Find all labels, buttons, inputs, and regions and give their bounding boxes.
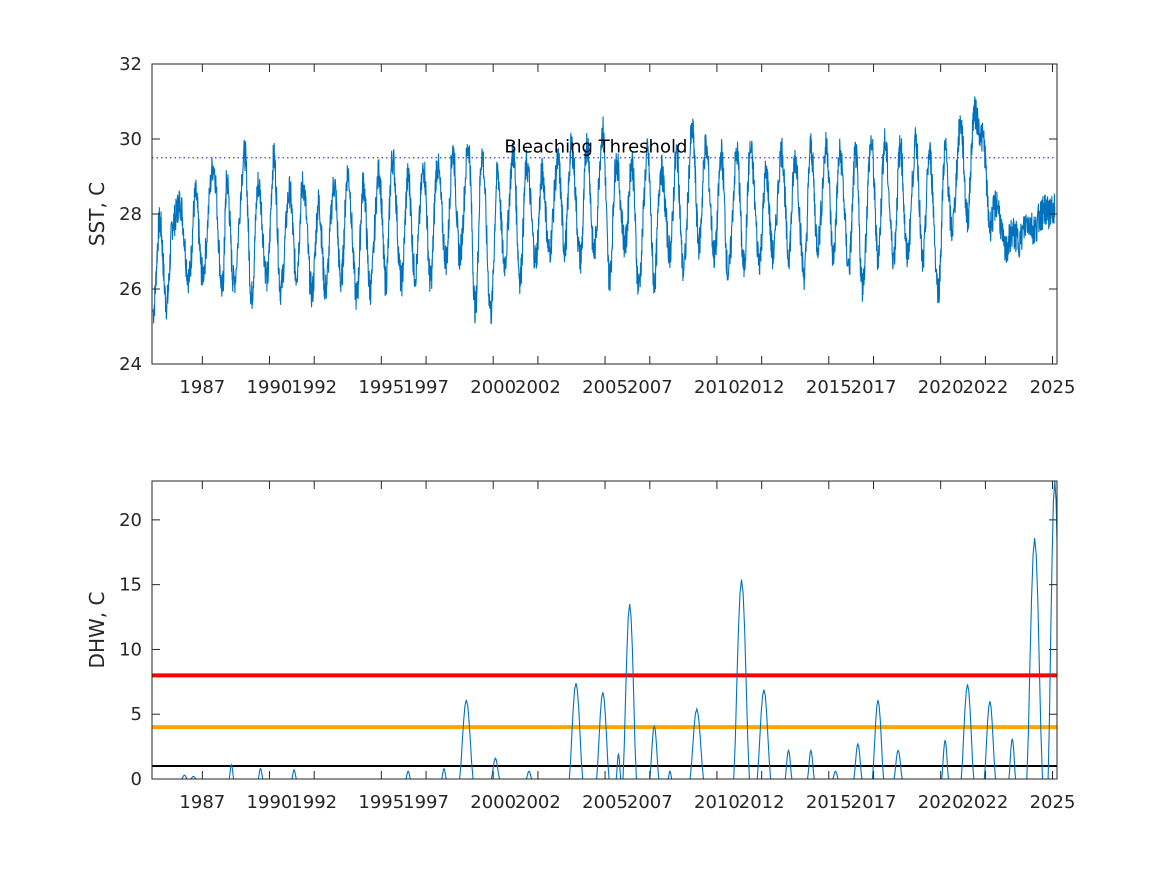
sst-y-tick-label: 32 [119, 54, 142, 75]
sst-plot-background [152, 64, 1057, 364]
dhw-x-tick-label: 1990 [247, 792, 293, 813]
sst-x-tick-label: 2005 [582, 377, 628, 398]
dhw-x-tick-label: 1992 [291, 792, 337, 813]
dhw-x-tick-label: 1987 [179, 792, 225, 813]
dhw-y-tick-label: 15 [119, 575, 142, 596]
sst-x-tick-label: 1997 [403, 377, 449, 398]
dhw-x-tick-label: 2010 [694, 792, 740, 813]
sst-x-tick-label: 2020 [918, 377, 964, 398]
dhw-x-tick-label: 1997 [403, 792, 449, 813]
dhw-series [153, 480, 1057, 780]
dhw-x-tick-label: 2015 [806, 792, 852, 813]
dhw-x-tick-label: 2020 [918, 792, 964, 813]
sst-x-tick-label: 2010 [694, 377, 740, 398]
sst-x-tick-label: 2000 [470, 377, 516, 398]
sst-x-tick-label: 1987 [179, 377, 225, 398]
dhw-x-tick-label: 2002 [515, 792, 561, 813]
sst-annotation: Bleaching Threshold [504, 137, 687, 158]
dhw-reference-lines [152, 673, 1057, 768]
sst-x-tick-label: 1992 [291, 377, 337, 398]
sst-x-tick-label: 1995 [358, 377, 404, 398]
sst-plot-area [152, 64, 1057, 364]
dhw-plot-area [152, 481, 1057, 779]
dhw-y-tick-label: 10 [119, 639, 142, 660]
dhw-x-tick-label: 2017 [851, 792, 897, 813]
dhw-y-axis-label: DHW, C [85, 592, 109, 669]
dhw-series-line [153, 480, 1057, 780]
sst-y-tick-label: 26 [119, 279, 142, 300]
sst-y-tick-label: 28 [119, 204, 142, 225]
dhw-x-tick-label: 1995 [358, 792, 404, 813]
sst-series-line [152, 96, 1056, 325]
dhw-x-tick-label: 2000 [470, 792, 516, 813]
sst-x-tick-label: 1990 [247, 377, 293, 398]
sst-x-tick-label: 2017 [851, 377, 897, 398]
dhw-y-tick-label: 5 [131, 704, 142, 725]
sst-y-ticks: 24 26 28 30 32 [119, 54, 1057, 375]
dhw-axes-box [151, 480, 1058, 780]
dhw-x-tick-label: 2025 [1030, 792, 1076, 813]
dhw-x-tick-label: 2007 [627, 792, 673, 813]
dhw-axes-frame [151, 480, 1058, 780]
sst-y-axis-label: SST, C [85, 182, 109, 246]
dhw-x-tick-label: 2005 [582, 792, 628, 813]
dhw-y-tick-label: 0 [131, 769, 142, 790]
dhw-y-ticks: 0 5 10 15 20 [119, 510, 1057, 790]
sst-x-tick-label: 2002 [515, 377, 561, 398]
dhw-y-tick-label: 20 [119, 510, 142, 531]
sst-x-tick-label: 2012 [739, 377, 785, 398]
sst-x-tick-label: 2007 [627, 377, 673, 398]
dhw-x-tick-label: 2022 [962, 792, 1008, 813]
sst-annotations: Bleaching Threshold [504, 137, 687, 158]
sst-series [152, 96, 1056, 325]
sst-x-tick-label: 2025 [1030, 377, 1076, 398]
sst-x-tick-label: 2022 [962, 377, 1008, 398]
dhw-x-tick-label: 2012 [739, 792, 785, 813]
sst-y-tick-label: 30 [119, 129, 142, 150]
sst-x-tick-label: 2015 [806, 377, 852, 398]
dhw-plot-background [152, 481, 1057, 779]
sst-y-tick-label: 24 [119, 354, 142, 375]
